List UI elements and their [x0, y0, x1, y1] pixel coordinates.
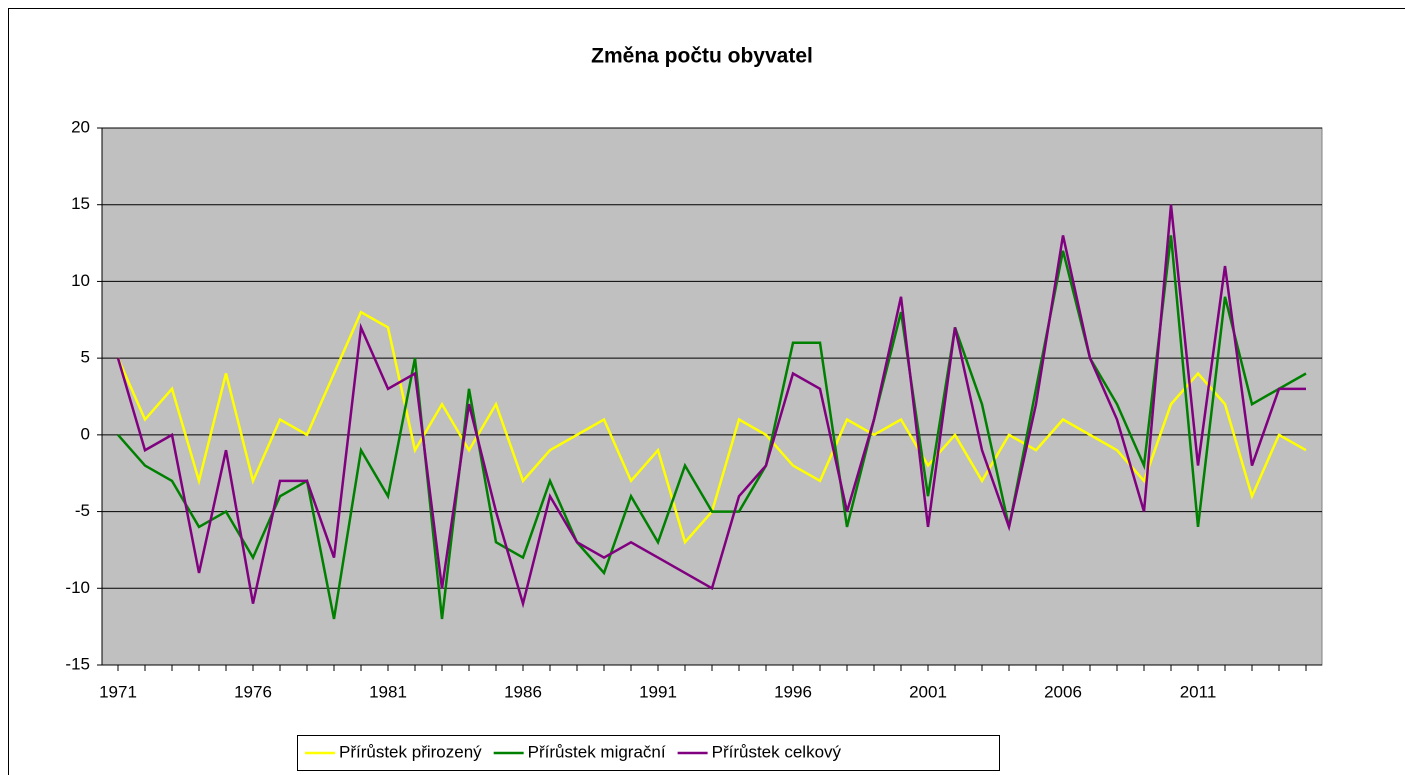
x-tick-label: 1996: [774, 682, 812, 701]
y-tick-label: -5: [75, 501, 90, 520]
x-tick-label: 2001: [909, 682, 947, 701]
x-tick-label: 1981: [369, 682, 407, 701]
x-tick-label: 1971: [99, 682, 137, 701]
x-tick-label: 1976: [234, 682, 272, 701]
y-tick-label: -15: [65, 654, 90, 673]
y-tick-label: 15: [71, 194, 90, 213]
series-line: [117, 235, 1307, 620]
y-tick-label: 20: [71, 117, 90, 136]
legend: [297, 735, 1000, 771]
series-line: [116, 204, 1306, 609]
x-tick-label: 2006: [1044, 682, 1082, 701]
x-tick-label: 1991: [639, 682, 677, 701]
legend-label: Přírůstek migrační: [528, 742, 666, 761]
legend-label: Přírůstek přirozený: [339, 742, 482, 761]
y-tick-label: 0: [81, 424, 90, 443]
plot-area: [101, 127, 1323, 666]
legend-label: Přírůstek celkový: [712, 742, 842, 761]
x-tick-label: 2011: [1180, 682, 1217, 701]
y-tick-label: 10: [71, 271, 90, 290]
x-tick-label: 1986: [504, 682, 542, 701]
chart-title: Změna počtu obyvatel: [591, 45, 813, 68]
y-tick-label: 5: [81, 348, 90, 367]
y-tick-label: -10: [65, 578, 90, 597]
